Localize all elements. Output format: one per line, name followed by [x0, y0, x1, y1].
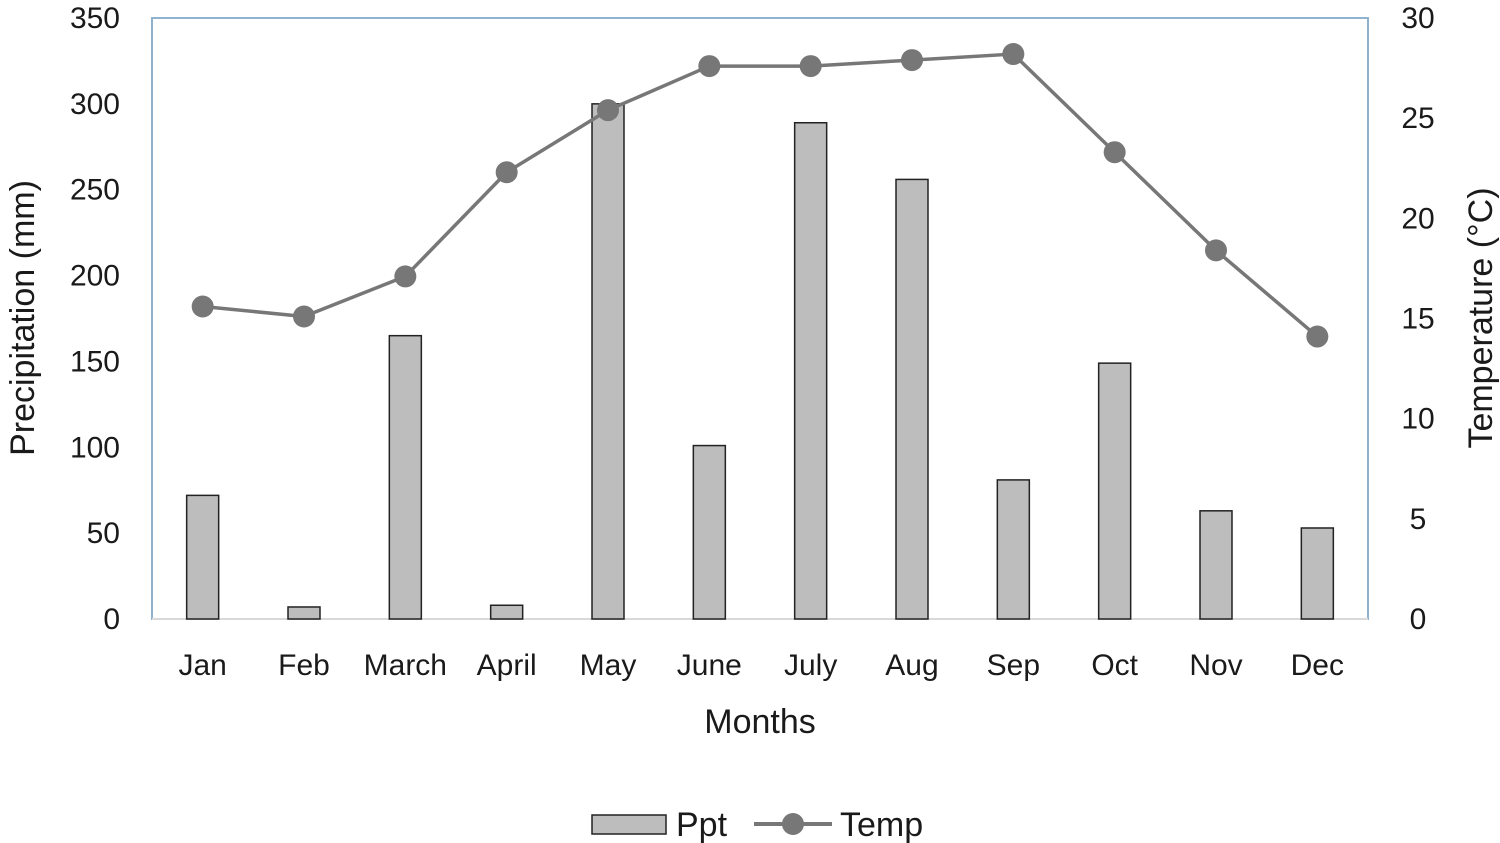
x-tick-label: June — [677, 649, 742, 682]
bar-ppt-june — [692, 444, 727, 620]
x-tick-label: March — [364, 649, 447, 682]
legend-label-ppt: Ppt — [676, 806, 728, 843]
x-tick-label: Aug — [885, 649, 938, 682]
y-tick-label: 0 — [103, 603, 120, 636]
bar-ppt-sep — [996, 479, 1031, 620]
point-temp-aug — [901, 49, 923, 72]
y2-tick-label: 15 — [1401, 303, 1434, 336]
temp-series-line — [202, 52, 1319, 338]
point-temp-nov — [1205, 239, 1227, 262]
bar-ppt-dec — [1300, 527, 1335, 620]
y2-tick-label: 30 — [1401, 2, 1434, 35]
bar-ppt-may — [591, 103, 625, 620]
y-tick-label: 250 — [70, 174, 120, 207]
point-temp-april — [495, 161, 518, 184]
legend: Ppt Temp — [591, 806, 923, 843]
bar-ppt-aug — [895, 178, 929, 620]
temperature-line — [191, 43, 1329, 348]
y2-tick-label: 20 — [1401, 202, 1434, 235]
y-tick-label: 300 — [70, 88, 120, 121]
y2-tick-label: 10 — [1401, 403, 1434, 436]
legend-label-temp: Temp — [840, 806, 923, 843]
left-axis-ticks: 0 50 100 150 200 250 300 350 — [70, 2, 120, 636]
x-tick-label: April — [477, 649, 537, 682]
point-temp-july — [799, 55, 822, 78]
y2-tick-label: 0 — [1410, 603, 1427, 636]
point-temp-dec — [1306, 325, 1329, 348]
bar-ppt-oct — [1097, 362, 1132, 620]
precipitation-bars — [185, 103, 1335, 620]
bar-ppt-july — [793, 121, 828, 620]
plot-area-frame — [151, 17, 1369, 620]
y-tick-label: 200 — [70, 260, 120, 293]
legend-marker-temp — [782, 813, 804, 835]
y-tick-label: 100 — [70, 431, 120, 464]
x-tick-label: May — [580, 649, 637, 682]
point-temp-oct — [1103, 141, 1126, 164]
y2-axis-title: Temperature (°C) — [1462, 187, 1500, 448]
point-temp-march — [394, 265, 417, 288]
x-tick-label: Oct — [1091, 649, 1138, 682]
y-axis-title: Precipitation (mm) — [4, 180, 42, 456]
bar-ppt-feb — [287, 606, 321, 620]
x-axis-title: Months — [704, 703, 816, 741]
legend-swatch-ppt — [591, 814, 667, 835]
x-tick-label: July — [784, 649, 837, 682]
y2-tick-label: 25 — [1401, 102, 1434, 135]
point-temp-may — [597, 99, 619, 122]
x-tick-label: Jan — [178, 649, 226, 682]
y-tick-label: 350 — [70, 2, 120, 35]
y2-tick-label: 5 — [1410, 503, 1427, 536]
y-tick-label: 50 — [87, 517, 120, 550]
x-tick-label: Nov — [1189, 649, 1242, 682]
bar-ppt-nov — [1199, 510, 1233, 620]
bar-ppt-march — [388, 334, 423, 620]
point-temp-sep — [1002, 43, 1025, 66]
right-axis-ticks: 0 5 10 15 20 25 30 — [1401, 2, 1434, 636]
point-temp-feb — [293, 305, 315, 328]
x-tick-label: Sep — [987, 649, 1040, 682]
x-axis-ticks: Jan Feb March April May June July Aug Sep Oct Nov D… — [178, 649, 1344, 682]
x-tick-label: Feb — [278, 649, 330, 682]
bar-ppt-jan — [185, 494, 220, 620]
bar-ppt-april — [489, 604, 524, 620]
y-tick-label: 150 — [70, 345, 120, 378]
x-tick-label: Dec — [1291, 649, 1344, 682]
point-temp-jan — [191, 295, 214, 318]
point-temp-june — [698, 55, 721, 78]
